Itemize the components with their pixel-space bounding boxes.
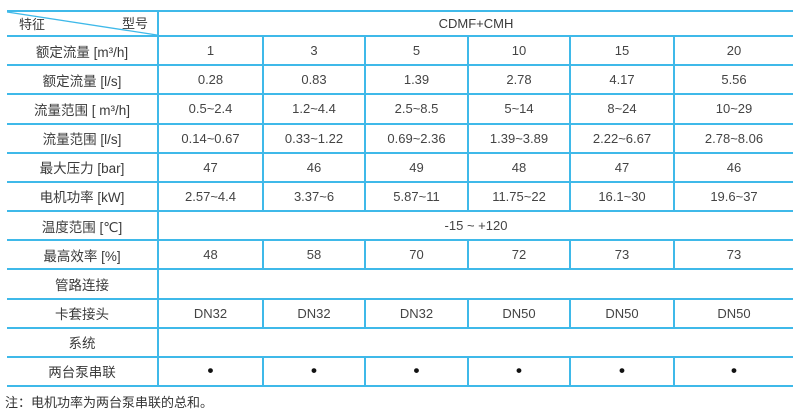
bullet-marker: • — [673, 357, 793, 386]
bullet-marker: • — [467, 357, 569, 386]
table-row-two-pumps-series: 两台泵串联 • • • • • • — [7, 357, 793, 388]
table-row-pipe-connection: 管路连接 — [7, 270, 793, 300]
value-cell: 49 — [364, 153, 467, 181]
table-row-temp-range: 温度范围 [℃] -15 ~ +120 — [7, 212, 793, 242]
row-label: 卡套接头 — [55, 307, 109, 323]
value-cell: 16.1~30 — [569, 182, 673, 211]
value-cell: 46 — [673, 153, 793, 181]
row-label: 最高效率 [%] — [43, 248, 121, 264]
value-cell: 47 — [569, 153, 673, 181]
row-label: 额定流量 [l/s] — [42, 73, 122, 89]
row-label: 温度范围 [℃] — [41, 219, 123, 235]
corner-label-feature: 特征 — [19, 17, 46, 32]
value-cell: 58 — [262, 241, 364, 269]
value-cell: 2.5~8.5 — [364, 95, 467, 123]
value-cell: 73 — [569, 241, 673, 269]
bullet-marker: • — [157, 357, 262, 386]
span-value-cell — [157, 270, 793, 298]
value-cell: DN50 — [467, 299, 569, 327]
diagonal-header-cell: 型号 特征 — [7, 12, 157, 35]
value-cell: 20 — [673, 37, 793, 65]
value-cell: 46 — [262, 153, 364, 181]
value-cell: 11.75~22 — [467, 182, 569, 211]
diagonal-divider-line — [7, 12, 157, 35]
value-cell: 3 — [262, 37, 364, 65]
table-row-max-pressure: 最大压力 [bar] 47 46 49 48 47 46 — [7, 153, 793, 183]
value-cell: 3.37~6 — [262, 182, 364, 211]
value-cell: 4.17 — [569, 66, 673, 94]
value-cell: 1 — [157, 37, 262, 65]
value-cell: 0.28 — [157, 66, 262, 94]
row-label: 管路连接 — [55, 277, 109, 293]
value-cell: DN32 — [262, 299, 364, 327]
value-cell: 10 — [467, 37, 569, 65]
value-cell: 2.78~8.06 — [673, 124, 793, 152]
table-row-rated-flow-m3h: 额定流量 [m³/h] 1 3 5 10 15 20 — [7, 37, 793, 67]
value-cell: 10~29 — [673, 95, 793, 123]
value-cell: 5 — [364, 37, 467, 65]
value-cell: 19.6~37 — [673, 182, 793, 211]
row-label: 最大压力 [bar] — [39, 161, 125, 177]
table-row-flow-range-ls: 流量范围 [l/s] 0.14~0.67 0.33~1.22 0.69~2.36… — [7, 124, 793, 154]
row-label: 系统 — [68, 336, 96, 352]
footnote: 注：电机功率为两台泵串联的总和。 — [5, 395, 214, 410]
table-row-motor-power: 电机功率 [kW] 2.57~4.4 3.37~6 5.87~11 11.75~… — [7, 182, 793, 213]
value-cell: 47 — [157, 153, 262, 181]
value-cell: 8~24 — [569, 95, 673, 123]
table-row-rated-flow-ls: 额定流量 [l/s] 0.28 0.83 1.39 2.78 4.17 5.56 — [7, 66, 793, 96]
value-cell: 73 — [673, 241, 793, 269]
row-label: 流量范围 [ m³/h] — [33, 102, 130, 118]
value-cell: 2.22~6.67 — [569, 124, 673, 152]
row-label: 流量范围 [l/s] — [42, 132, 122, 148]
value-cell: 0.14~0.67 — [157, 124, 262, 152]
value-cell: 48 — [157, 241, 262, 269]
table-row-flow-range-m3h: 流量范围 [ m³/h] 0.5~2.4 1.2~4.4 2.5~8.5 5~1… — [7, 95, 793, 125]
value-cell: 0.5~2.4 — [157, 95, 262, 123]
table-row-clamp-fitting: 卡套接头 DN32 DN32 DN32 DN50 DN50 DN50 — [7, 299, 793, 329]
value-cell: 5.87~11 — [364, 182, 467, 211]
table-row-max-efficiency: 最高效率 [%] 48 58 70 72 73 73 — [7, 241, 793, 271]
pump-spec-table: 型号 特征 CDMF+CMH 额定流量 [m³/h] 1 3 5 10 15 2… — [7, 10, 793, 388]
row-label: 两台泵串联 — [48, 365, 116, 381]
bullet-marker: • — [262, 357, 364, 386]
value-cell: 72 — [467, 241, 569, 269]
corner-label-model: 型号 — [121, 16, 148, 31]
value-cell: 5~14 — [467, 95, 569, 123]
value-cell: DN50 — [673, 299, 793, 327]
value-cell: 2.57~4.4 — [157, 182, 262, 211]
value-cell: 0.69~2.36 — [364, 124, 467, 152]
row-label: 额定流量 [m³/h] — [35, 44, 129, 60]
span-value-cell: -15 ~ +120 — [157, 212, 793, 240]
value-cell: 1.39 — [364, 66, 467, 94]
value-cell: DN32 — [157, 299, 262, 327]
table-row-system: 系统 — [7, 328, 793, 358]
value-cell: 1.2~4.4 — [262, 95, 364, 123]
value-cell: 0.33~1.22 — [262, 124, 364, 152]
value-cell: 70 — [364, 241, 467, 269]
value-cell: 15 — [569, 37, 673, 65]
row-label: 电机功率 [kW] — [39, 190, 125, 206]
table-header-row: 型号 特征 CDMF+CMH — [7, 12, 793, 37]
value-cell: 0.83 — [262, 66, 364, 94]
span-value-cell — [157, 328, 793, 356]
value-cell: 2.78 — [467, 66, 569, 94]
value-cell: 48 — [467, 153, 569, 181]
bullet-marker: • — [364, 357, 467, 386]
value-cell: 1.39~3.89 — [467, 124, 569, 152]
value-cell: 5.56 — [673, 66, 793, 94]
value-cell: DN32 — [364, 299, 467, 327]
bullet-marker: • — [569, 357, 673, 386]
value-cell: DN50 — [569, 299, 673, 327]
model-series-cell: CDMF+CMH — [157, 12, 793, 35]
